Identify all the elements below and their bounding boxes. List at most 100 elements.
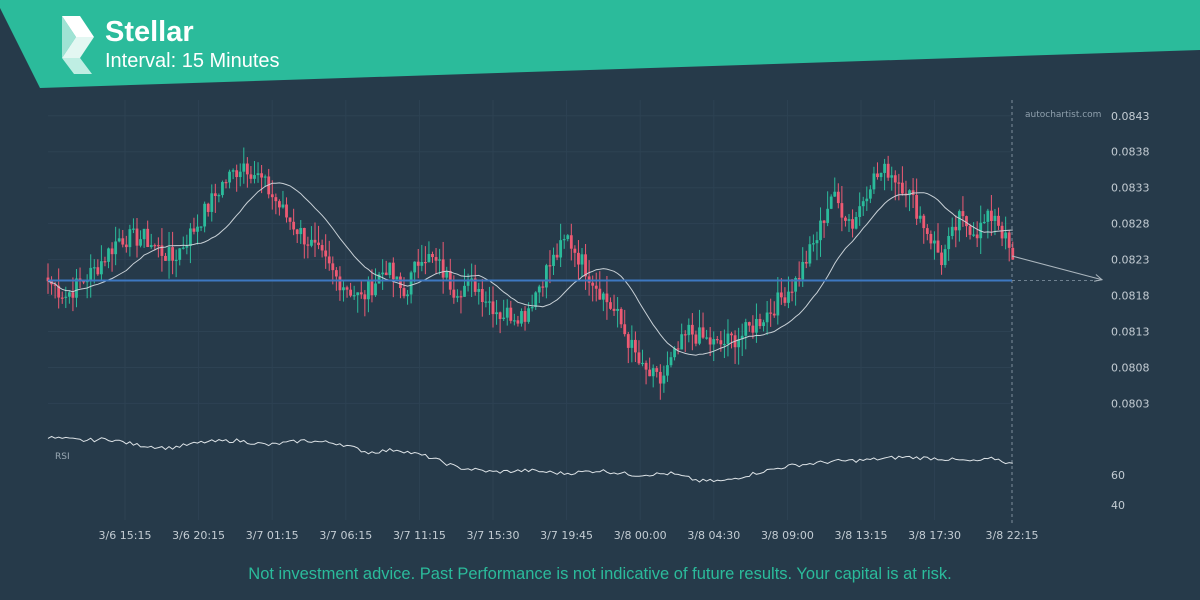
candle-body: [331, 263, 335, 271]
candle-body: [345, 287, 349, 290]
candle-body: [897, 182, 901, 184]
candle-body: [815, 240, 819, 244]
candle-body: [819, 220, 822, 241]
candle-body: [965, 216, 968, 227]
candle-body: [327, 256, 331, 264]
candle-body: [463, 285, 466, 297]
y-tick-label: 0.0803: [1111, 397, 1150, 410]
candle-body: [359, 292, 363, 295]
candle-body: [192, 228, 196, 232]
candle-body: [993, 215, 997, 221]
candle-body: [829, 196, 833, 209]
candle-body: [477, 289, 481, 292]
y-tick-label: 0.0838: [1111, 146, 1150, 159]
candle-body: [687, 324, 691, 336]
candle-body: [377, 274, 381, 284]
candle-body: [940, 252, 943, 266]
candle-body: [747, 322, 751, 326]
candle-body: [92, 267, 96, 269]
candle-body: [755, 318, 758, 333]
interval-subtitle: Interval: 15 Minutes: [105, 50, 280, 72]
candle-body: [121, 238, 125, 245]
candle-body: [245, 163, 249, 175]
candle-body: [673, 348, 676, 358]
candle-body: [349, 289, 352, 296]
candle-body: [783, 297, 787, 303]
candle-body: [683, 334, 687, 336]
candle-body: [559, 240, 563, 258]
x-tick-label: 3/8 09:00: [761, 529, 814, 542]
candle-body: [310, 239, 313, 246]
candle-body: [342, 287, 345, 291]
candle-body: [402, 288, 406, 297]
candle-body: [164, 255, 167, 261]
candle-body: [765, 312, 769, 323]
candle-body: [82, 281, 85, 283]
candle-body: [1000, 225, 1004, 239]
candle-body: [662, 375, 666, 384]
candle-body: [833, 191, 837, 197]
candle-body: [523, 311, 527, 322]
candle-body: [812, 243, 815, 245]
candle-body: [762, 322, 765, 327]
candle-body: [651, 368, 655, 377]
candle-body: [270, 194, 274, 198]
candle-body: [982, 221, 986, 224]
candle-body: [883, 163, 886, 173]
candle-body: [416, 261, 420, 266]
candle-body: [60, 297, 64, 299]
candle-body: [71, 292, 75, 298]
candle-body: [488, 301, 491, 303]
candle-body: [484, 301, 488, 303]
candle-body: [110, 248, 114, 255]
candle-body: [281, 204, 285, 208]
candle-body: [420, 261, 424, 266]
page-title: Stellar: [105, 16, 194, 48]
candle-body: [619, 308, 623, 325]
candle-body: [256, 173, 260, 176]
disclaimer-text: Not investment advice. Past Performance …: [248, 565, 952, 583]
chart-watermark: autochartist.com: [1025, 110, 1101, 120]
candle-body: [972, 234, 975, 236]
candle-body: [53, 284, 57, 286]
candle-body: [918, 215, 922, 219]
candle-body: [680, 334, 684, 350]
candle-body: [527, 308, 530, 322]
candle-body: [641, 362, 644, 365]
candle-body: [552, 254, 555, 266]
header-banner: [0, 0, 1200, 88]
candle-body: [726, 333, 730, 344]
candle-body: [975, 234, 979, 239]
x-tick-label: 3/7 15:30: [467, 529, 520, 542]
candle-body: [285, 204, 288, 218]
candle-body: [445, 270, 449, 278]
candle-body: [836, 191, 840, 204]
candle-body: [634, 339, 637, 353]
candle-body: [933, 240, 936, 244]
rsi-tick-label: 60: [1111, 469, 1125, 482]
candle-body: [776, 292, 780, 316]
candle-body: [865, 198, 869, 202]
candle-body: [915, 195, 919, 219]
candle-body: [249, 174, 253, 179]
candle-body: [616, 308, 619, 311]
candle-body: [224, 182, 228, 184]
candle-body: [790, 291, 794, 293]
candle-body: [794, 278, 797, 292]
candle-body: [609, 302, 612, 309]
candle-body: [89, 267, 93, 282]
candle-body: [562, 239, 566, 241]
candle-body: [114, 241, 118, 255]
candle-body: [85, 281, 89, 283]
candle-body: [210, 193, 214, 212]
candle-body: [374, 283, 377, 296]
candle-body: [601, 293, 605, 300]
candle-body: [612, 308, 616, 311]
candle-body: [178, 248, 182, 260]
candle-body: [929, 233, 933, 244]
candle-body: [534, 292, 538, 308]
candle-body: [363, 294, 367, 300]
x-tick-label: 3/7 19:45: [540, 529, 593, 542]
candle-body: [391, 262, 395, 280]
candle-body: [872, 173, 876, 190]
